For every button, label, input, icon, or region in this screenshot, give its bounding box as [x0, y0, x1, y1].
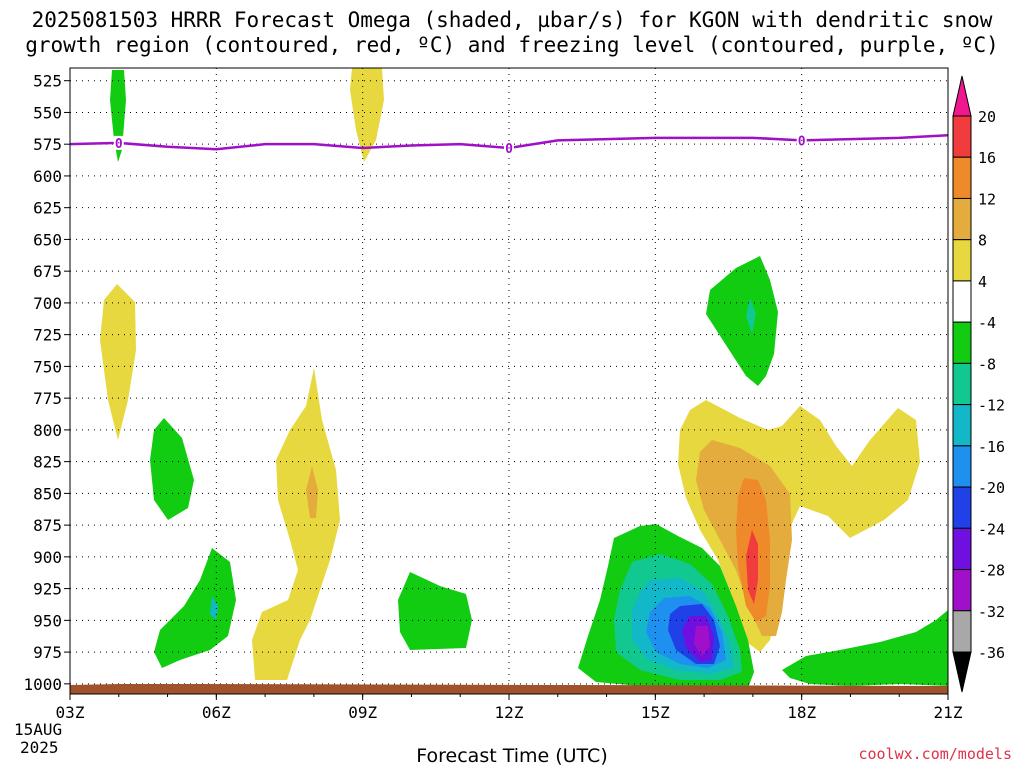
- colorbar-swatch-1: [952, 115, 972, 158]
- colorbar-label-13: -36: [978, 644, 1005, 662]
- freezing-level-label-4: 0: [115, 137, 123, 152]
- freezing-level-label-12: 0: [505, 142, 513, 157]
- y-tick-label-750: 750: [33, 357, 62, 376]
- y-axis-tick-labels: 525 550 575 600 625 650 675 700 725 750 775 800 825 8…: [23, 72, 62, 694]
- y-tick-label-825: 825: [33, 453, 62, 472]
- colorbar-label-7: -12: [978, 397, 1005, 415]
- colorbar-label-8: -16: [978, 438, 1005, 456]
- omega-region-sink-17z-core: [746, 298, 756, 334]
- colorbar-swatch-12: [952, 569, 972, 612]
- omega-region-sink-16z-c6: [694, 626, 710, 656]
- freezing-level-label-18: 0: [798, 134, 806, 149]
- y-tick-label-850: 850: [33, 484, 62, 503]
- credit-link[interactable]: coolwx.com/models: [858, 745, 1012, 763]
- colorbar-swatch-8: [952, 404, 972, 447]
- plot-border: [69, 67, 949, 695]
- freezing-level-labels: 0 0 0: [113, 133, 807, 157]
- colorbar-swatch-11: [952, 527, 972, 571]
- x-tick-label-09Z: 09Z: [348, 703, 377, 722]
- omega-region-rise-09z-top: [350, 68, 384, 162]
- y-tick-label-1000: 1000: [23, 675, 62, 694]
- y-tick-label-600: 600: [33, 167, 62, 186]
- ground-surface: [70, 684, 948, 694]
- y-tick-label-550: 550: [33, 103, 62, 122]
- y-tick-label-925: 925: [33, 580, 62, 599]
- x-tick-label-03Z: 03Z: [56, 703, 85, 722]
- colorbar-labels: 20 16 12 8 4 -4 -8 -12 -16 -20 -24 -28 -32 -36: [978, 108, 1005, 662]
- colorbar-swatch-2: [952, 156, 972, 199]
- y-tick-label-775: 775: [33, 389, 62, 408]
- y-tick-label-725: 725: [33, 326, 62, 345]
- colorbar-swatch-top-arrow: [952, 75, 972, 117]
- y-tick-label-975: 975: [33, 643, 62, 662]
- x-axis-tick-labels: 03Z 06Z 09Z 12Z 15Z 18Z 21Z: [56, 703, 963, 722]
- omega-region-sink-19z-21z: [782, 610, 948, 686]
- y-tick-label-800: 800: [33, 421, 62, 440]
- colorbar-label-2: 12: [978, 190, 996, 208]
- colorbar-label-12: -32: [978, 603, 1005, 621]
- colorbar-swatch-9: [952, 445, 972, 488]
- freezing-label-bg: [113, 135, 124, 150]
- y-tick-label-625: 625: [33, 199, 62, 218]
- colorbar-label-5: -4: [978, 314, 996, 332]
- chart-title-line1: 2025081503 HRRR Forecast Omega (shaded, …: [31, 8, 993, 32]
- y-tick-label-575: 575: [33, 135, 62, 154]
- omega-region-rise-08z-core: [306, 466, 318, 518]
- y-tick-label-650: 650: [33, 230, 62, 249]
- colorbar-label-11: -28: [978, 562, 1005, 580]
- omega-region-sink-06z: [154, 548, 236, 668]
- y-tick-label-700: 700: [33, 294, 62, 313]
- x-axis-title: Forecast Time (UTC): [416, 745, 608, 767]
- colorbar-label-1: 16: [978, 149, 996, 167]
- omega-region-sink-17z-upper: [706, 256, 778, 386]
- colorbar: [952, 75, 972, 693]
- colorbar-label-4: 4: [978, 273, 987, 291]
- omega-region-rise-17z-core3: [746, 530, 758, 604]
- y-tick-label-525: 525: [33, 72, 62, 91]
- freezing-label-bg: [504, 140, 514, 155]
- x-tick-label-21Z: 21Z: [934, 703, 963, 722]
- colorbar-swatch-6: [952, 321, 972, 364]
- omega-region-sink-10z: [398, 572, 472, 650]
- date-label-day: 15AUG: [14, 720, 62, 739]
- y-tick-label-900: 900: [33, 548, 62, 567]
- colorbar-swatch-bottom-arrow: [952, 651, 972, 693]
- colorbar-swatch-5: [952, 280, 972, 323]
- y-tick-label-675: 675: [33, 262, 62, 281]
- omega-region-sink-05z: [150, 418, 194, 520]
- x-tick-label-12Z: 12Z: [495, 703, 524, 722]
- colorbar-label-10: -24: [978, 520, 1005, 538]
- x-tick-label-18Z: 18Z: [787, 703, 816, 722]
- date-label-year: 2025: [20, 738, 59, 757]
- freezing-label-bg: [796, 133, 807, 148]
- y-tick-label-950: 950: [33, 611, 62, 630]
- colorbar-swatch-10: [952, 486, 972, 529]
- omega-shading: [100, 68, 948, 688]
- colorbar-label-9: -20: [978, 479, 1005, 497]
- omega-region-rise-08z: [252, 368, 340, 680]
- colorbar-swatch-4: [952, 239, 972, 282]
- colorbar-swatch-7: [952, 362, 972, 406]
- y-tick-label-875: 875: [33, 516, 62, 535]
- colorbar-swatch-3: [952, 197, 972, 241]
- colorbar-label-0: 20: [978, 108, 996, 126]
- colorbar-label-6: -8: [978, 355, 996, 373]
- x-tick-label-06Z: 06Z: [202, 703, 231, 722]
- colorbar-swatch-13: [952, 610, 972, 653]
- chart-title-line2: growth region (contoured, red, ºC) and f…: [25, 33, 999, 57]
- omega-region-rise-04z: [100, 284, 136, 440]
- x-tick-label-15Z: 15Z: [641, 703, 670, 722]
- colorbar-label-3: 8: [978, 232, 987, 250]
